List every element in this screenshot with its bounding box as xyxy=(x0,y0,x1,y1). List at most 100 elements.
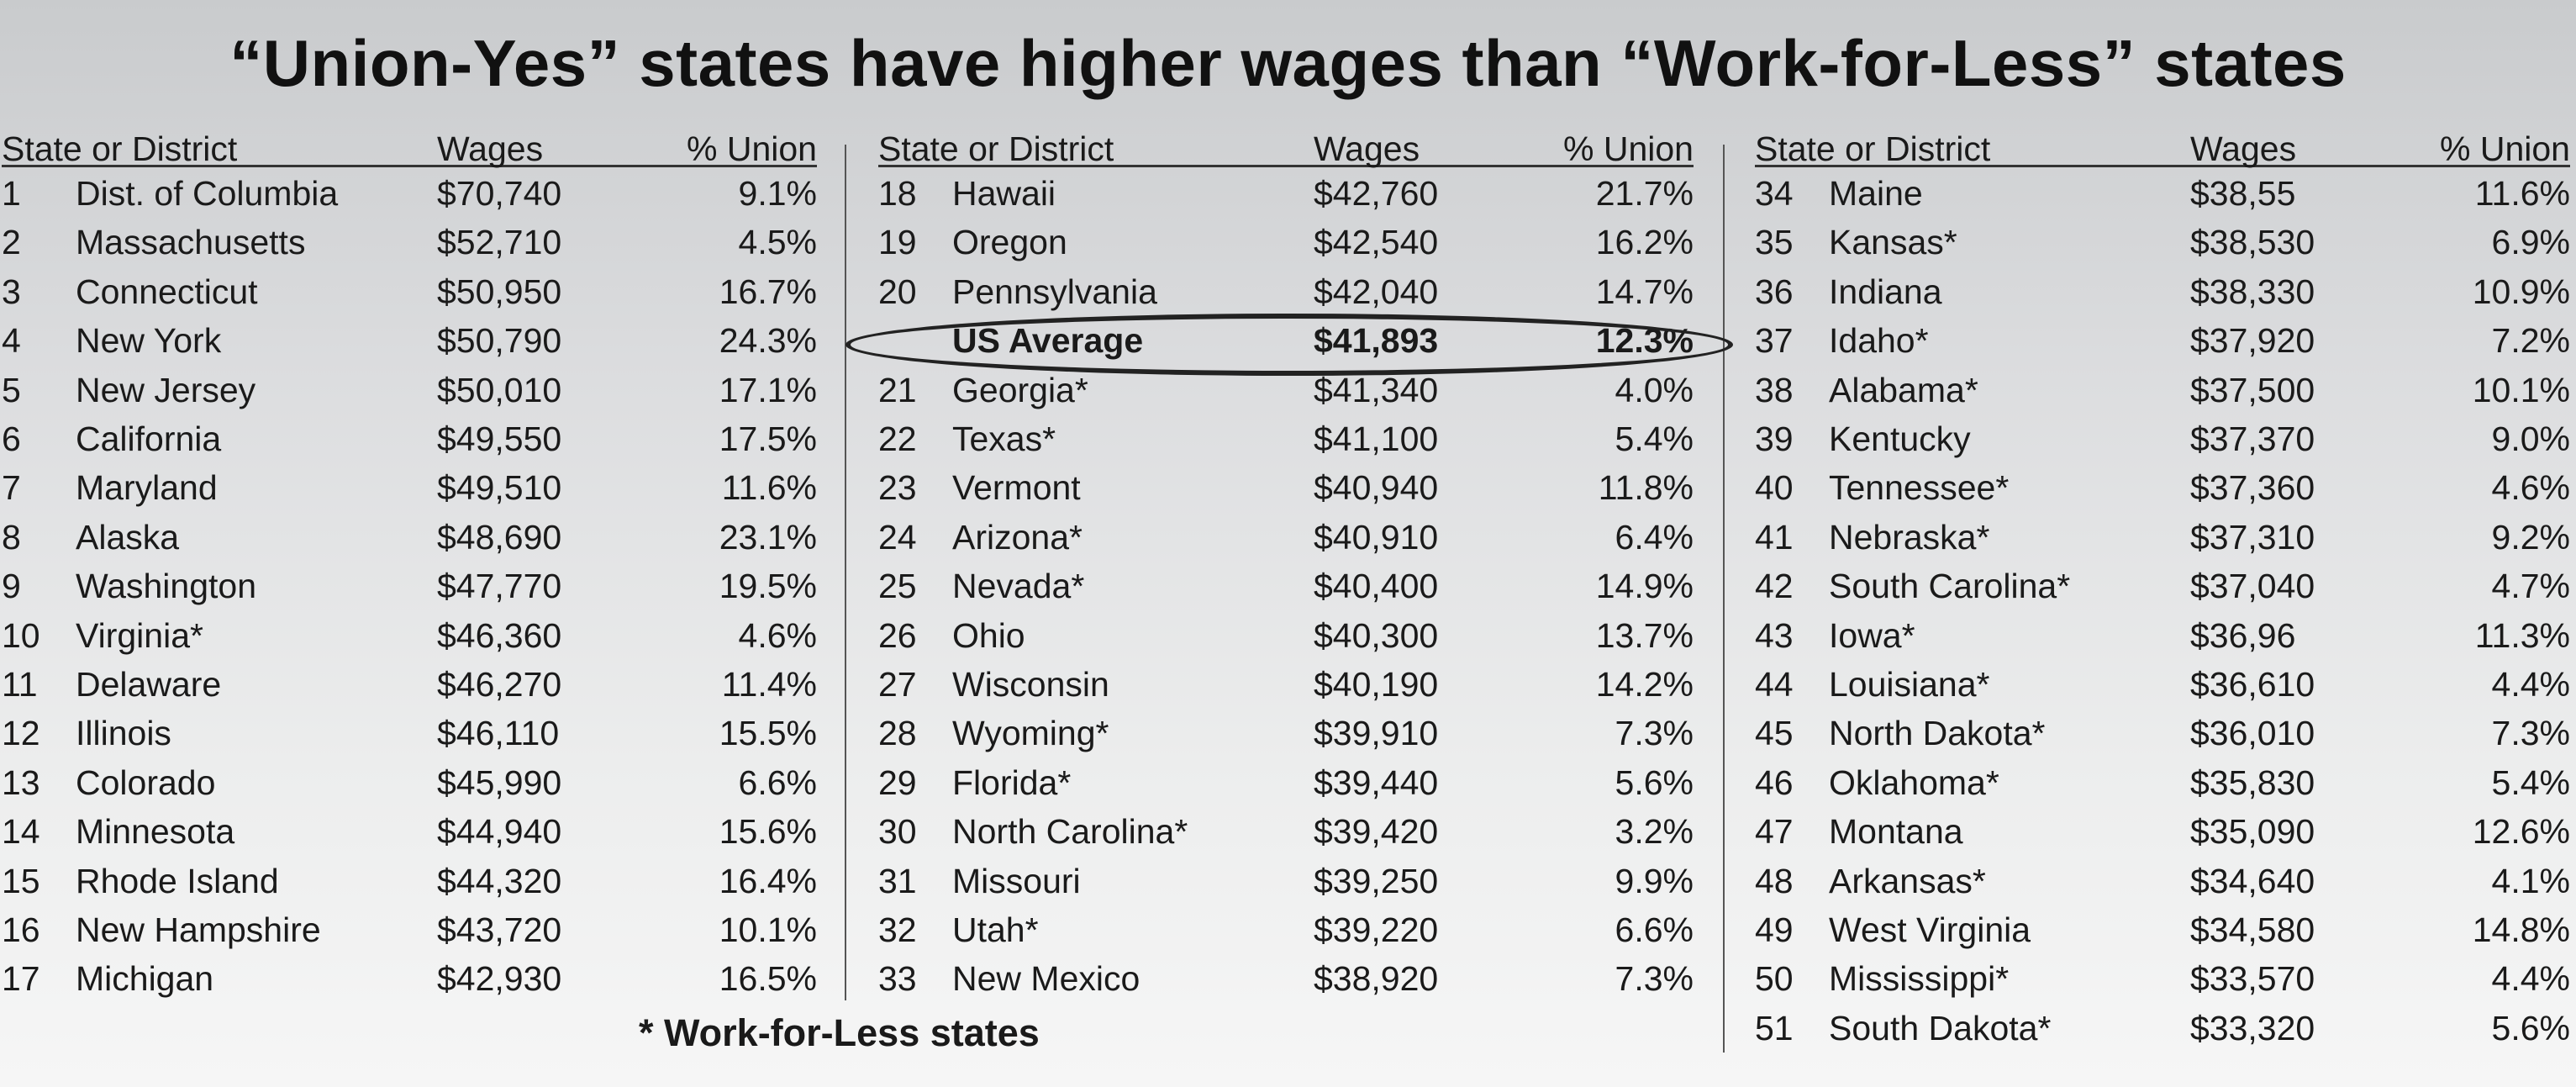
rank-cell: 5 xyxy=(2,370,21,409)
state-cell: Tennessee* xyxy=(1829,468,2010,508)
union-cell: 4.6% xyxy=(738,615,817,655)
table-row: 4 New York $50,790 24.3% xyxy=(2,321,817,370)
union-cell: 19.5% xyxy=(719,567,817,606)
union-cell: 4.4% xyxy=(2491,665,2570,704)
state-cell: Florida* xyxy=(952,762,1072,802)
rank-cell: 40 xyxy=(1755,468,1794,508)
wages-cell: $33,570 xyxy=(2190,959,2315,999)
rank-cell: 1 xyxy=(2,174,21,213)
union-cell: 10.1% xyxy=(719,910,817,949)
state-cell: Montana xyxy=(1829,812,1963,852)
state-cell: Hawaii xyxy=(952,174,1056,213)
wages-cell: $39,910 xyxy=(1314,714,1439,753)
wages-cell: $47,770 xyxy=(437,567,562,606)
header-state: State or District xyxy=(878,129,1114,168)
table-row: 45 North Dakota* $36,010 7.3% xyxy=(1755,714,2570,762)
rank-cell: 48 xyxy=(1755,861,1794,900)
state-cell: Oklahoma* xyxy=(1829,762,1999,802)
column-header-row: State or District Wages % Union xyxy=(2,126,817,168)
union-cell: 13.7% xyxy=(1595,615,1694,655)
rank-cell: 21 xyxy=(878,370,917,409)
table-row: 23 Vermont $40,940 11.8% xyxy=(878,468,1694,517)
table-row: 33 New Mexico $38,920 7.3% xyxy=(878,959,1694,1008)
state-cell: Missouri xyxy=(952,861,1081,900)
rank-cell: 16 xyxy=(2,910,40,949)
table-row: 14 Minnesota $44,940 15.6% xyxy=(2,812,817,861)
state-cell: Maine xyxy=(1829,174,1923,213)
union-cell: 11.3% xyxy=(2474,615,2570,655)
state-cell: North Dakota* xyxy=(1829,714,2046,753)
union-cell: 6.6% xyxy=(1615,910,1694,949)
wages-cell: $40,400 xyxy=(1314,567,1439,606)
union-cell: 21.7% xyxy=(1595,174,1694,213)
state-cell: Nevada* xyxy=(952,567,1085,606)
rank-cell: 46 xyxy=(1755,762,1794,802)
rank-cell: 26 xyxy=(878,615,917,655)
table-row: 6 California $49,550 17.5% xyxy=(2,419,817,468)
wages-cell: $40,910 xyxy=(1314,517,1439,557)
rank-cell: 51 xyxy=(1755,1008,1794,1047)
union-cell: 7.3% xyxy=(1615,959,1694,999)
rank-cell: 35 xyxy=(1755,223,1794,262)
rank-cell: 30 xyxy=(878,812,917,852)
state-cell: Nebraska* xyxy=(1829,517,1990,557)
rank-cell: 27 xyxy=(878,665,917,704)
rank-cell: 37 xyxy=(1755,321,1794,361)
rank-cell: 11 xyxy=(2,665,38,704)
wages-cell: $36,010 xyxy=(2190,714,2315,753)
rank-cell: 44 xyxy=(1755,665,1794,704)
state-cell: New York xyxy=(76,321,222,361)
union-cell: 4.0% xyxy=(1615,370,1694,409)
state-cell: Virginia* xyxy=(76,615,203,655)
wages-cell: $70,740 xyxy=(437,174,562,213)
state-cell: Pennsylvania xyxy=(952,272,1157,311)
rank-cell: 36 xyxy=(1755,272,1794,311)
rank-cell: 8 xyxy=(2,517,21,557)
wages-cell: $38,330 xyxy=(2190,272,2315,311)
table-row: 26 Ohio $40,300 13.7% xyxy=(878,616,1694,665)
wages-cell: $45,990 xyxy=(437,762,562,802)
union-cell: 15.6% xyxy=(719,812,817,852)
table-row: 5 New Jersey $50,010 17.1% xyxy=(2,371,817,419)
table-row: 7 Maryland $49,510 11.6% xyxy=(2,468,817,517)
rank-cell: 34 xyxy=(1755,174,1794,213)
union-cell: 14.8% xyxy=(2472,910,2570,949)
state-cell: Wyoming* xyxy=(952,714,1109,753)
state-cell: Colorado xyxy=(76,762,216,802)
state-cell: Texas* xyxy=(952,419,1056,458)
table-row: 28 Wyoming* $39,910 7.3% xyxy=(878,714,1694,762)
union-cell: 11.6% xyxy=(721,468,817,508)
rank-cell: 18 xyxy=(878,174,917,213)
table-row: 37 Idaho* $37,920 7.2% xyxy=(1755,321,2570,370)
table-row: 17 Michigan $42,930 16.5% xyxy=(2,959,817,1008)
state-cell: Connecticut xyxy=(76,272,258,311)
union-cell: 17.5% xyxy=(719,419,817,458)
chart-title: “Union-Yes” states have higher wages tha… xyxy=(229,26,2347,100)
state-cell: Alabama* xyxy=(1829,370,1978,409)
table-row: 41 Nebraska* $37,310 9.2% xyxy=(1755,518,2570,567)
rank-cell: 43 xyxy=(1755,615,1794,655)
rank-cell: 33 xyxy=(878,959,917,999)
union-cell: 11.4% xyxy=(721,665,817,704)
union-cell: 5.4% xyxy=(1615,419,1694,458)
table-row: 12 Illinois $46,110 15.5% xyxy=(2,714,817,762)
table-row: 38 Alabama* $37,500 10.1% xyxy=(1755,371,2570,419)
wages-cell: $50,950 xyxy=(437,272,562,311)
union-cell: 7.3% xyxy=(1615,714,1694,753)
us-average-highlight-ellipse xyxy=(845,314,1733,376)
state-cell: Indiana xyxy=(1829,272,1942,311)
union-cell: 24.3% xyxy=(719,321,817,361)
state-cell: Maryland xyxy=(76,468,218,508)
wages-cell: $41,100 xyxy=(1314,419,1439,458)
union-cell: 4.1% xyxy=(2491,861,2570,900)
header-union: % Union xyxy=(2440,129,2570,168)
table-row: 8 Alaska $48,690 23.1% xyxy=(2,518,817,567)
table-row: 27 Wisconsin $40,190 14.2% xyxy=(878,665,1694,714)
union-cell: 16.5% xyxy=(719,959,817,999)
header-union: % Union xyxy=(1563,129,1694,168)
state-cell: Minnesota xyxy=(76,812,235,852)
state-cell: New Hampshire xyxy=(76,910,321,949)
union-cell: 17.1% xyxy=(719,370,817,409)
wages-cell: $46,360 xyxy=(437,615,562,655)
wages-cell: $42,930 xyxy=(437,959,562,999)
